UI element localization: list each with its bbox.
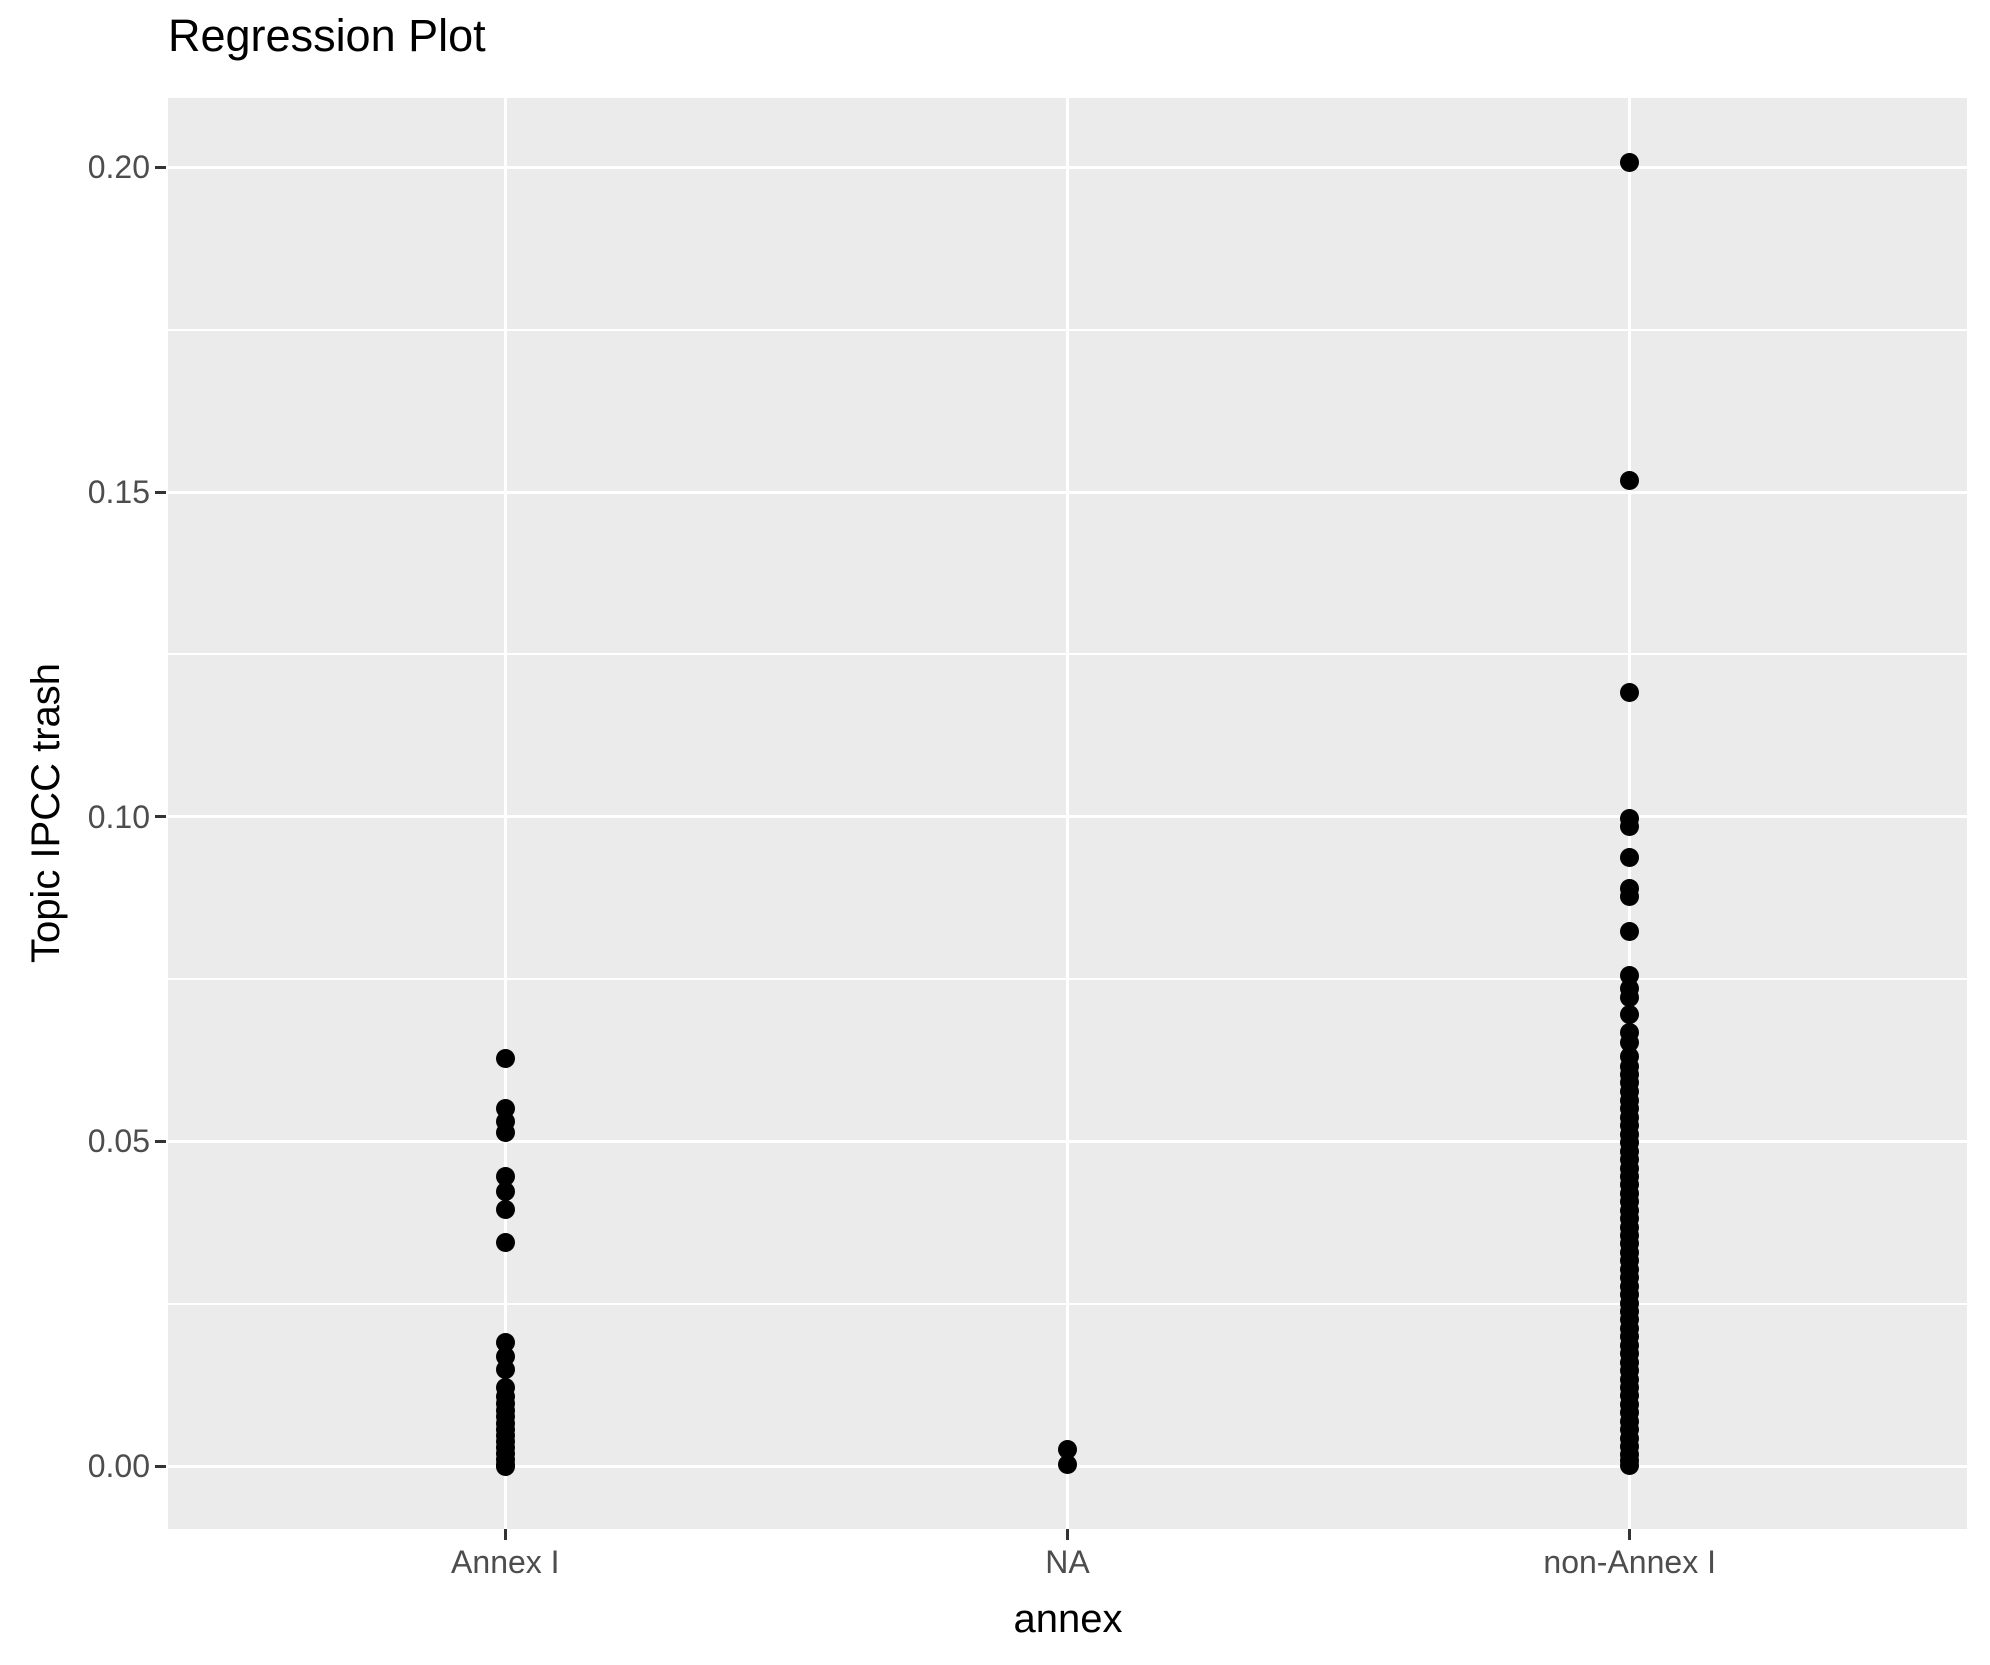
x-tick-label: non-Annex I [1543,1544,1716,1580]
data-point [1620,847,1640,867]
y-tick-mark [155,490,166,494]
y-tick-mark [155,815,166,819]
y-tick-mark [155,1139,166,1143]
data-point [1620,988,1640,1008]
data-point [495,1049,515,1069]
x-tick-mark [1066,1529,1069,1540]
chart-title: Regression Plot [168,10,486,61]
data-point [1058,1455,1077,1475]
data-point [495,1456,515,1476]
data-point [495,1233,515,1253]
y-tick-mark [155,1464,166,1468]
data-point [1620,152,1640,172]
y-axis-title: Topic IPCC trash [24,662,68,964]
y-tick-label: 0.00 [87,1448,150,1485]
data-point [495,1360,515,1380]
y-tick-label: 0.15 [87,474,150,511]
y-tick-label: 0.05 [87,1123,150,1160]
data-point [495,1181,515,1201]
x-tick-label: Annex I [451,1544,560,1580]
data-point [1620,1005,1640,1025]
data-point [495,1200,515,1220]
y-tick-mark [155,165,166,169]
data-point [1058,1440,1077,1460]
x-tick-label: NA [1045,1544,1090,1580]
data-point [495,1332,515,1352]
y-tick-label: 0.20 [87,149,150,186]
data-point [1620,470,1640,490]
x-axis-title: annex [1013,1597,1123,1641]
data-point [1620,887,1640,907]
x-gridline-major [503,98,507,1529]
plot-panel [168,98,1967,1529]
data-point [1620,1455,1640,1475]
data-point [495,1166,515,1186]
data-point [1620,816,1640,836]
data-point [1620,1032,1640,1052]
x-tick-mark [503,1529,507,1540]
x-tick-mark [1628,1529,1632,1540]
data-point [1620,922,1640,942]
y-tick-label: 0.10 [87,798,150,835]
data-point [495,1123,515,1143]
x-gridline-major [1066,98,1069,1529]
data-point [1620,683,1640,703]
